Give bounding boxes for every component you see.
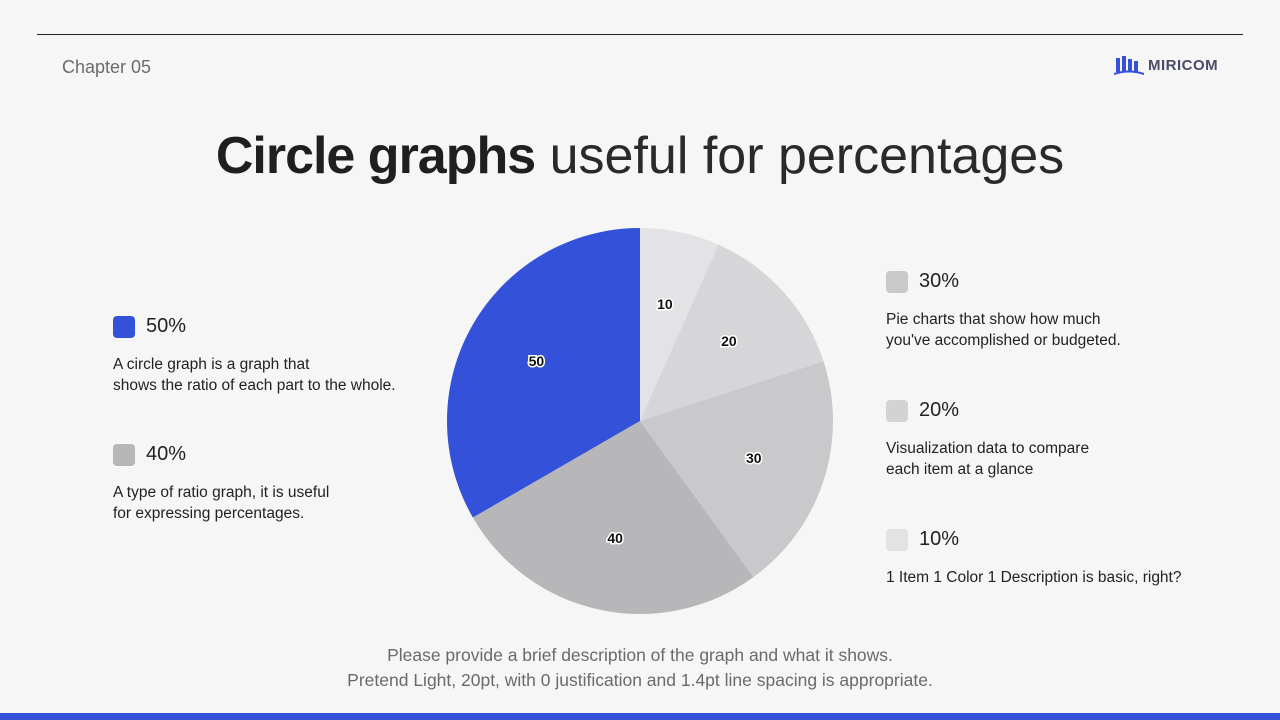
legend-swatch [886, 400, 908, 422]
pie-slice-10 [640, 228, 719, 421]
legend-percent: 40% [146, 443, 187, 465]
legend-desc-line: 1 Item 1 Color 1 Description is basic, r… [886, 569, 1182, 586]
legend-desc-line: each item at a glance [886, 461, 1034, 478]
legend-description: Pie charts that show how much you've acc… [886, 309, 1121, 351]
legend-desc-line: shows the ratio of each part to the whol… [113, 377, 396, 394]
legend-desc-line: A type of ratio graph, it is useful [113, 484, 330, 501]
legend-desc-line: Pie charts that show how much [886, 311, 1101, 328]
footnote: Please provide a brief description of th… [0, 643, 1280, 693]
legend-desc-line: Visualization data to compare [886, 440, 1090, 457]
footnote-line-2: Pretend Light, 20pt, with 0 justificatio… [347, 670, 933, 690]
legend-percent: 10% [919, 528, 960, 550]
legend-swatch [886, 529, 908, 551]
legend-percent: 20% [919, 399, 960, 421]
page-title: Circle graphs useful for percentages [0, 126, 1280, 186]
pie-slice-40 [472, 421, 754, 614]
pie-label-40: 40 [607, 530, 623, 546]
title-light: useful for percentages [549, 127, 1065, 185]
pie-label-20: 20 [721, 333, 737, 349]
legend-percent: 30% [919, 270, 960, 292]
legend-desc-line: A circle graph is a graph that [113, 356, 310, 373]
pie-label-50: 50 [529, 353, 545, 369]
miricom-logo: MIRICOM [1114, 55, 1218, 75]
legend-swatch [886, 271, 908, 293]
legend-swatch [113, 316, 135, 338]
pie-label-10: 10 [657, 296, 673, 312]
pie-slice-50 [446, 228, 640, 518]
legend-description: A circle graph is a graph that shows the… [113, 354, 396, 396]
pie-label-30: 30 [746, 450, 762, 466]
footnote-line-1: Please provide a brief description of th… [387, 645, 893, 665]
pie-slice-30 [640, 361, 833, 578]
legend-percent: 50% [146, 315, 187, 337]
title-bold: Circle graphs [215, 127, 536, 185]
legend-desc-line: you've accomplished or budgeted. [886, 332, 1121, 349]
legend-description: 1 Item 1 Color 1 Description is basic, r… [886, 567, 1181, 588]
legend-description: A type of ratio graph, it is useful for … [113, 482, 329, 524]
legend-swatch [113, 444, 135, 466]
top-divider [37, 34, 1243, 35]
bottom-accent-bar [0, 713, 1280, 720]
legend-desc-line: for expressing percentages. [113, 505, 305, 522]
legend-description: Visualization data to compare each item … [886, 438, 1089, 480]
chapter-label: Chapter 05 [62, 57, 152, 77]
pie-slice-20 [640, 244, 824, 421]
logo-text: MIRICOM [1148, 56, 1219, 74]
building-logo-icon [1114, 56, 1144, 75]
